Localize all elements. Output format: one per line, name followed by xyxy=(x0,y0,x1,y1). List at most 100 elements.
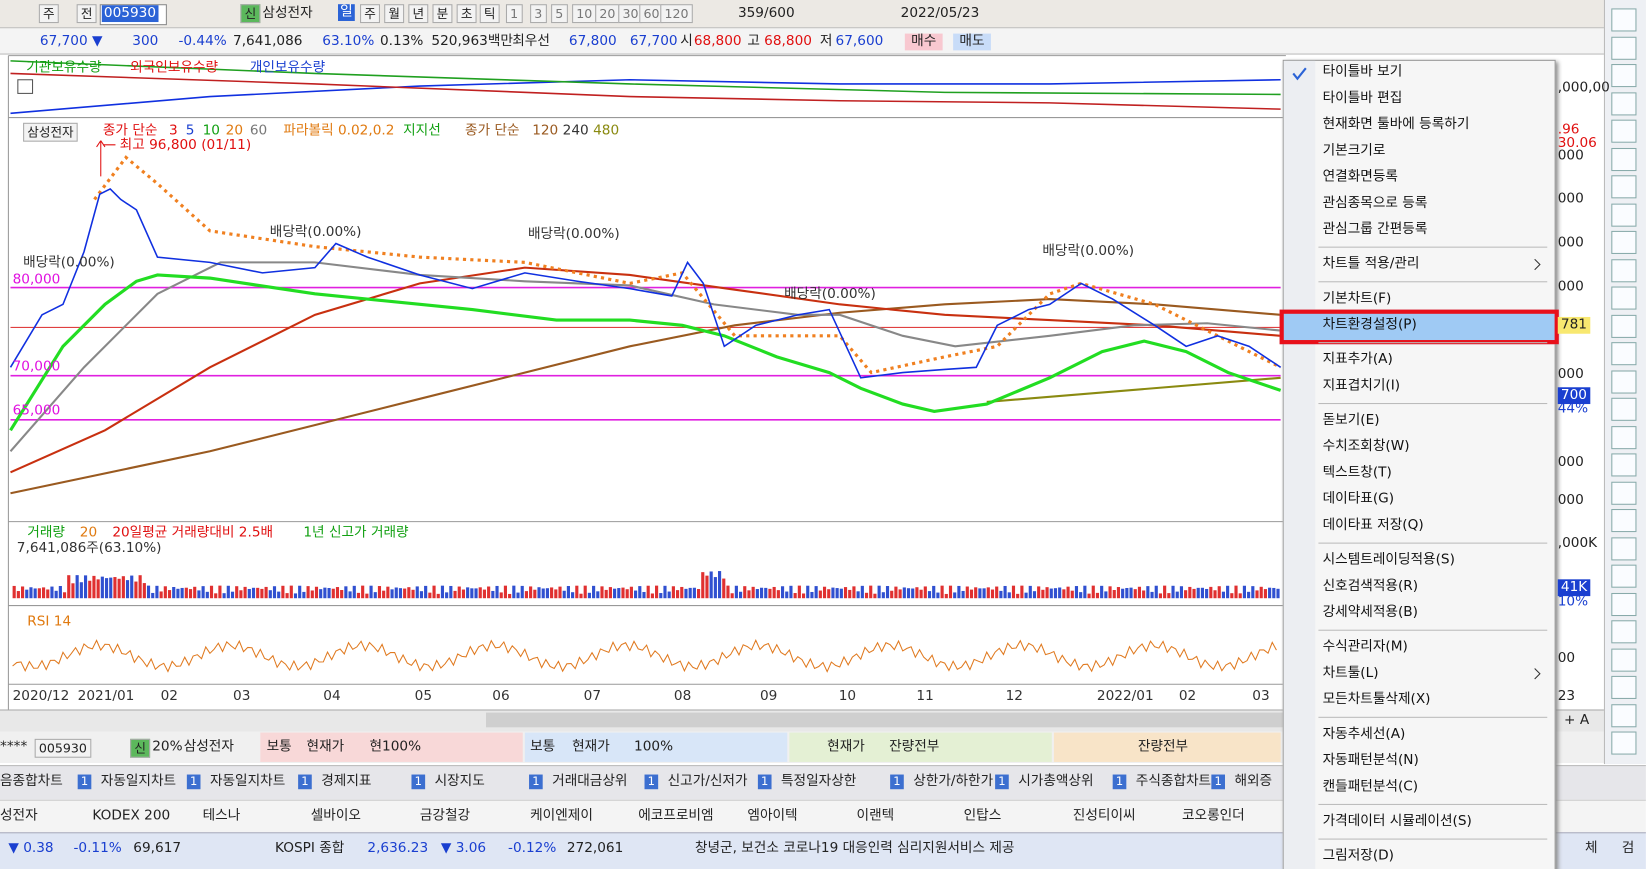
menu-item[interactable]: 수식관리자(M) xyxy=(1322,639,1408,655)
stock-item[interactable]: KODEX 200 xyxy=(92,808,171,824)
tab[interactable]: 경제지표 xyxy=(321,773,372,790)
zoom-button[interactable]: + A xyxy=(1564,712,1590,729)
new-badge[interactable]: 신 xyxy=(240,4,261,24)
tab[interactable]: 특정일자상한 xyxy=(780,773,857,790)
stock-item[interactable]: 금강철강 xyxy=(419,808,471,824)
menu-item[interactable]: 관심그룹 간편등록 xyxy=(1322,221,1428,238)
menu-item[interactable]: 현재화면 툴바에 등록하기 xyxy=(1322,116,1470,133)
stock-item[interactable]: 테스나 xyxy=(202,808,241,824)
interval-button[interactable]: 60 xyxy=(639,4,664,24)
stock-item[interactable]: 인탑스 xyxy=(963,808,1002,824)
menu-item[interactable]: 데이타표 저장(Q) xyxy=(1322,517,1424,534)
order-option[interactable]: 잔량전부 xyxy=(1137,738,1189,755)
menu-item[interactable]: 관심종목으로 등록 xyxy=(1322,195,1428,211)
menu-item[interactable]: 지표겹치기(I) xyxy=(1322,377,1401,394)
period-button[interactable]: 주 xyxy=(360,4,381,24)
menu-item[interactable]: 강세약세적용(B) xyxy=(1322,604,1418,621)
menu-item[interactable]: 자동패턴분석(N) xyxy=(1322,752,1419,769)
stock-code[interactable]: 005930 xyxy=(34,738,92,758)
tool-icon[interactable] xyxy=(1611,731,1637,755)
tab[interactable]: 시장지도 xyxy=(434,773,485,790)
order-section[interactable] xyxy=(524,732,788,762)
order-option[interactable]: 현재가 xyxy=(827,738,865,755)
stock-item[interactable]: 이랜텍 xyxy=(856,808,895,824)
stock-item[interactable]: 코오롱인더 xyxy=(1181,808,1245,824)
tool-icon[interactable] xyxy=(1611,64,1637,88)
stock-item[interactable]: 진성티이씨 xyxy=(1072,808,1136,824)
tool-icon[interactable] xyxy=(1611,369,1637,394)
new-badge[interactable]: 신 xyxy=(130,738,151,758)
tool-icon[interactable] xyxy=(1611,564,1637,588)
tab[interactable]: 자동일지차트 xyxy=(100,773,177,790)
period-button[interactable]: 분 xyxy=(432,4,453,24)
status-button[interactable]: 검 xyxy=(1621,840,1635,857)
menu-item[interactable]: 기본차트(F) xyxy=(1322,290,1392,307)
quote-buy[interactable]: 매수 xyxy=(904,33,943,51)
tool-icon[interactable] xyxy=(1611,175,1637,199)
tool-icon[interactable] xyxy=(1611,91,1637,115)
menu-item[interactable]: 타이틀바 편집 xyxy=(1322,90,1403,106)
menu-item[interactable]: 모든차트툴삭제(X) xyxy=(1322,691,1431,708)
interval-button[interactable]: 3 xyxy=(530,4,547,24)
menu-item[interactable]: 차트툴(L) xyxy=(1322,665,1379,682)
tool-icon[interactable] xyxy=(1611,258,1637,282)
tool-icon[interactable] xyxy=(1611,286,1637,310)
stock-item[interactable]: 셀바이오 xyxy=(310,808,361,824)
tab[interactable]: 상한가/하한가 xyxy=(913,773,994,790)
tool-icon[interactable] xyxy=(1611,397,1637,421)
panel-icon[interactable] xyxy=(17,79,34,94)
menu-item[interactable]: 차트틀 적용/관리 xyxy=(1322,256,1420,272)
interval-button[interactable]: 10 xyxy=(572,4,597,24)
order-section[interactable] xyxy=(1053,732,1281,762)
tab[interactable]: 거래대금상위 xyxy=(552,773,628,790)
order-option[interactable]: 잔량전부 xyxy=(889,738,940,755)
scroll-thumb[interactable] xyxy=(486,712,1284,728)
menu-item[interactable]: 캔들패턴분석(C) xyxy=(1322,778,1419,795)
interval-button[interactable]: 1 xyxy=(505,4,523,24)
menu-item[interactable]: 돋보기(E) xyxy=(1322,412,1380,429)
stock-code[interactable]: 005930 xyxy=(101,5,159,23)
interval-button[interactable]: 120 xyxy=(660,4,693,24)
tab[interactable]: 음종합차트 xyxy=(0,773,63,790)
stock-item[interactable]: 케이엔제이 xyxy=(530,808,593,824)
tab[interactable]: 해외증 xyxy=(1234,773,1273,790)
menu-item[interactable]: 신호검색적용(R) xyxy=(1322,578,1419,595)
tool-icon[interactable] xyxy=(1611,620,1637,644)
tool-icon[interactable] xyxy=(1611,342,1637,366)
period-button[interactable]: 년 xyxy=(408,4,429,24)
stock-item[interactable]: 에코프로비엠 xyxy=(638,808,714,824)
order-option[interactable]: 현재가 xyxy=(572,738,610,755)
tool-icon[interactable] xyxy=(1611,481,1637,505)
quote-sell[interactable]: 매도 xyxy=(953,33,991,51)
tool-icon[interactable] xyxy=(1611,453,1637,477)
tool-icon[interactable] xyxy=(1611,703,1637,727)
tool-icon[interactable] xyxy=(1611,648,1637,672)
tool-icon[interactable] xyxy=(1611,203,1637,227)
tool-icon[interactable] xyxy=(1611,147,1637,171)
period-button[interactable]: 월 xyxy=(384,4,405,24)
order-option[interactable]: 보통 xyxy=(266,738,292,755)
menu-item[interactable]: 지표추가(A) xyxy=(1322,351,1393,368)
tool-icon[interactable] xyxy=(1611,119,1637,143)
tool-icon[interactable] xyxy=(1611,36,1637,60)
tool-icon[interactable] xyxy=(1611,425,1637,449)
mode-button[interactable]: 전 xyxy=(76,4,97,24)
status-button[interactable]: 체 xyxy=(1585,840,1598,857)
date-field[interactable]: 2022/05/23 xyxy=(900,5,980,21)
menu-item[interactable]: 텍스트창(T) xyxy=(1322,464,1392,481)
interval-button[interactable]: 5 xyxy=(551,4,568,24)
menu-item[interactable]: 타이틀바 보기 xyxy=(1322,64,1403,80)
menu-item[interactable]: 그림저장(D) xyxy=(1322,847,1395,864)
mode-button[interactable]: 주 xyxy=(38,4,59,24)
tool-icon[interactable] xyxy=(1611,536,1637,560)
order-section[interactable] xyxy=(260,732,523,762)
tool-icon[interactable] xyxy=(1611,509,1637,533)
menu-item[interactable]: 기본크기로 xyxy=(1322,142,1386,159)
period-button[interactable]: 초 xyxy=(456,4,477,24)
menu-item[interactable]: 자동추세선(A) xyxy=(1322,726,1406,742)
stock-item[interactable]: 성전자 xyxy=(0,808,38,824)
interval-button[interactable]: 20 xyxy=(595,4,620,24)
menu-item[interactable]: 수치조회창(W) xyxy=(1322,438,1410,455)
order-option[interactable]: 100% xyxy=(634,738,674,755)
tool-icon[interactable] xyxy=(1611,230,1637,254)
